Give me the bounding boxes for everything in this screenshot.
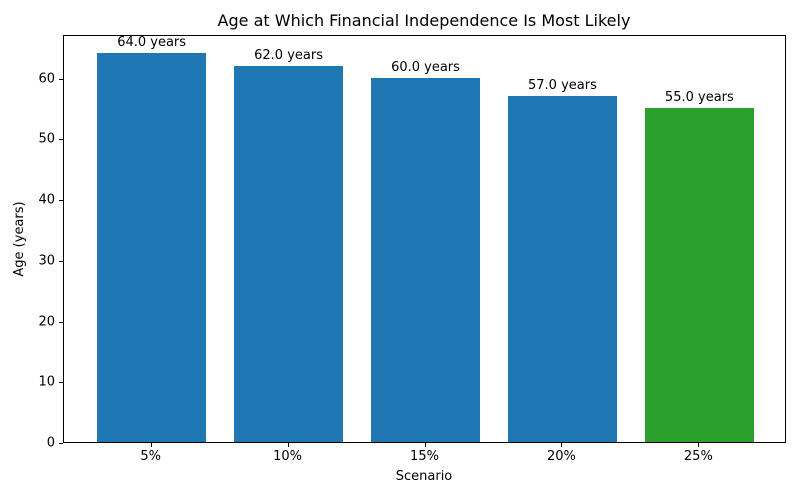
bar-value-label-25%: 55.0 years	[664, 90, 734, 106]
y-tick-50	[59, 139, 63, 141]
y-tick-40	[59, 200, 63, 202]
y-tick-60	[59, 78, 63, 80]
y-tick-label-50: 50	[38, 131, 55, 147]
y-tick-0	[59, 443, 63, 444]
y-tick-20	[59, 321, 63, 323]
x-tick-label-15%: 15%	[410, 449, 439, 464]
bar-value-label-20%: 57.0 years	[527, 77, 597, 93]
bar-value-label-5%: 64.0 years	[117, 35, 187, 51]
bar-5%	[96, 53, 207, 442]
x-tick-15%	[424, 443, 426, 447]
bar-10%	[233, 65, 344, 442]
plot-area: 64.0 years 62.0 years 60.0 years 57.0 years…	[63, 35, 786, 443]
x-tick-25%	[698, 443, 700, 447]
chart-title: Age at Which Financial Independence Is M…	[217, 11, 631, 30]
y-tick-label-30: 30	[38, 253, 55, 269]
bar-value-label-10%: 62.0 years	[254, 47, 323, 63]
y-tick-label-40: 40	[38, 192, 55, 208]
x-axis-label: Scenario	[395, 469, 453, 484]
y-tick-30	[59, 260, 63, 262]
x-tick-label-10%: 10%	[273, 449, 303, 464]
x-tick-label-20%: 20%	[546, 449, 576, 464]
x-tick-10%	[287, 443, 289, 447]
y-tick-label-0: 0	[46, 435, 55, 451]
x-tick-20%	[561, 443, 563, 447]
y-tick-10	[59, 382, 63, 384]
x-tick-5%	[150, 443, 152, 447]
bar-25%	[644, 108, 755, 442]
bar-20%	[507, 95, 618, 442]
x-tick-label-25%: 25%	[683, 449, 713, 464]
y-tick-label-60: 60	[38, 71, 55, 87]
x-tick-label-5%: 5%	[140, 449, 161, 464]
bar-value-label-15%: 60.0 years	[391, 59, 460, 75]
y-tick-label-10: 10	[38, 374, 55, 390]
bar-15%	[370, 77, 481, 442]
y-tick-label-20: 20	[38, 314, 55, 330]
